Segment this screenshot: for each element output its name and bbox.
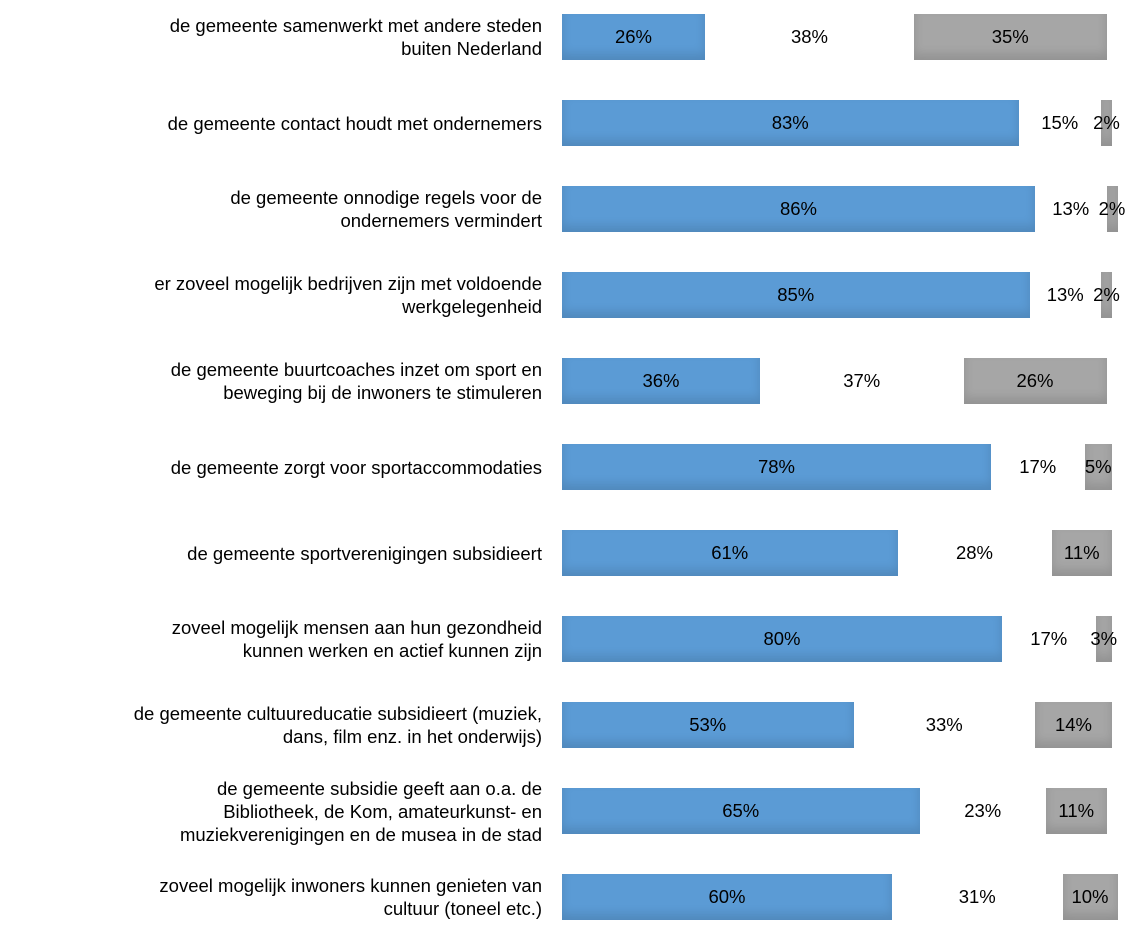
category-label: de gemeente samenwerkt met andere steden…	[169, 15, 542, 59]
data-label: 17%	[1019, 456, 1057, 477]
data-label: 60%	[708, 886, 746, 907]
data-label: 17%	[1030, 628, 1068, 649]
bar-segment	[562, 530, 898, 576]
bar-segment	[562, 100, 1019, 146]
category-label: de gemeente subsidie geeft aan o.a. de B…	[179, 777, 542, 845]
bar-segment	[1051, 530, 1112, 576]
data-label: 35%	[991, 26, 1029, 47]
data-label: 3%	[1090, 628, 1118, 649]
data-label: 5%	[1084, 456, 1112, 477]
data-label: 38%	[790, 26, 829, 47]
data-label: 78%	[757, 456, 796, 477]
category-label: de gemeente sportverenigingen subsidieer…	[187, 542, 542, 564]
data-label: 61%	[711, 542, 749, 563]
data-label: 37%	[843, 370, 881, 391]
data-label: 85%	[777, 284, 815, 305]
data-label: 31%	[958, 886, 996, 907]
bar-segment	[1106, 186, 1118, 232]
bar-segment	[914, 14, 1107, 60]
data-label: 28%	[955, 542, 994, 563]
data-label: 26%	[1016, 370, 1054, 391]
bar-segment	[562, 186, 1035, 232]
data-label: 11%	[1058, 800, 1095, 821]
data-label: 83%	[771, 112, 809, 133]
category-label: zoveel mogelijk inwoners kunnen genieten…	[159, 875, 542, 919]
bar-segment	[562, 788, 920, 834]
data-label: 33%	[925, 714, 963, 735]
bar-segment	[1062, 874, 1118, 920]
category-label: er zoveel mogelijk bedrijven zijn met vo…	[154, 273, 542, 317]
data-label: 14%	[1054, 714, 1093, 735]
category-label: de gemeente contact houdt met ondernemer…	[167, 112, 542, 134]
data-label: 10%	[1071, 886, 1109, 907]
bar-segment	[1095, 616, 1112, 662]
bar-segment	[562, 358, 760, 404]
category-label: zoveel mogelijk mensen aan hun gezondhei…	[171, 617, 542, 661]
bar-segment	[562, 702, 854, 748]
bar-segment	[1035, 702, 1112, 748]
category-label: de gemeente buurtcoaches inzet om sport …	[170, 359, 542, 403]
category-label: de gemeente cultuureducatie subsidieert …	[133, 703, 542, 747]
data-label: 15%	[1041, 112, 1079, 133]
bar-segment	[562, 272, 1030, 318]
data-label: 53%	[689, 714, 727, 735]
bar-segment	[562, 444, 991, 490]
bar-segment	[562, 616, 1002, 662]
bar-segment	[562, 874, 892, 920]
category-label: de gemeente zorgt voor sportaccommodatie…	[170, 456, 542, 478]
data-label: 26%	[614, 26, 653, 47]
data-label: 11%	[1063, 542, 1100, 563]
bar-segment	[562, 14, 705, 60]
bar-segment	[963, 358, 1107, 404]
category-label: de gemeente onnodige regels voor de onde…	[230, 187, 542, 231]
data-label: 65%	[722, 800, 760, 821]
bar-segment	[1101, 272, 1112, 318]
data-label: 86%	[779, 198, 818, 219]
data-label: 13%	[1046, 284, 1084, 305]
data-label: 2%	[1093, 112, 1120, 133]
bar-segment	[1084, 444, 1112, 490]
data-label: 36%	[642, 370, 680, 391]
bar-segment	[1046, 788, 1107, 834]
data-label: 23%	[964, 800, 1002, 821]
data-label: 13%	[1052, 198, 1090, 219]
data-label: 2%	[1098, 198, 1126, 219]
data-label: 80%	[763, 628, 801, 649]
bar-segment	[1101, 100, 1112, 146]
data-label: 2%	[1093, 284, 1120, 305]
